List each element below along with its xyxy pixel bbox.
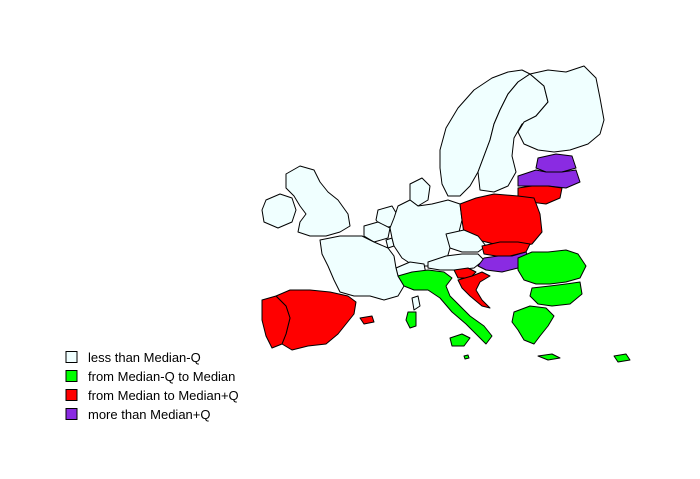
region-balearic-islands bbox=[359, 315, 375, 325]
legend-swatch bbox=[65, 370, 78, 382]
region-belgium bbox=[363, 221, 391, 243]
region-sweden bbox=[477, 73, 549, 193]
region-portugal bbox=[261, 295, 291, 349]
legend-label: less than Median-Q bbox=[88, 350, 201, 365]
region-italy bbox=[397, 269, 493, 345]
region-latvia bbox=[517, 169, 581, 189]
legend-label: from Median to Median+Q bbox=[88, 388, 239, 403]
region-sicily bbox=[449, 333, 471, 347]
region-greece bbox=[511, 305, 555, 345]
region-croatia bbox=[457, 271, 491, 309]
legend-swatch bbox=[65, 389, 78, 401]
legend-swatch bbox=[65, 408, 78, 420]
region-cyprus bbox=[613, 353, 631, 363]
region-ireland bbox=[261, 193, 297, 229]
region-czechia bbox=[445, 229, 487, 253]
region-romania bbox=[517, 249, 587, 285]
region-estonia bbox=[535, 153, 577, 173]
region-france bbox=[319, 235, 405, 301]
map-legend: less than Median-Q from Median-Q to Media… bbox=[65, 350, 239, 422]
region-sardinia bbox=[405, 311, 417, 329]
region-germany bbox=[389, 199, 463, 267]
region-bulgaria bbox=[529, 281, 583, 307]
region-malta bbox=[463, 354, 470, 360]
region-slovenia bbox=[453, 267, 477, 279]
region-united-kingdom bbox=[285, 165, 351, 237]
region-corsica bbox=[411, 295, 421, 311]
legend-label: more than Median+Q bbox=[88, 407, 210, 422]
region-finland bbox=[517, 65, 605, 153]
country-layer bbox=[261, 65, 631, 363]
legend-swatch bbox=[65, 351, 78, 363]
region-crete bbox=[537, 353, 561, 361]
legend-label: from Median-Q to Median bbox=[88, 369, 235, 384]
